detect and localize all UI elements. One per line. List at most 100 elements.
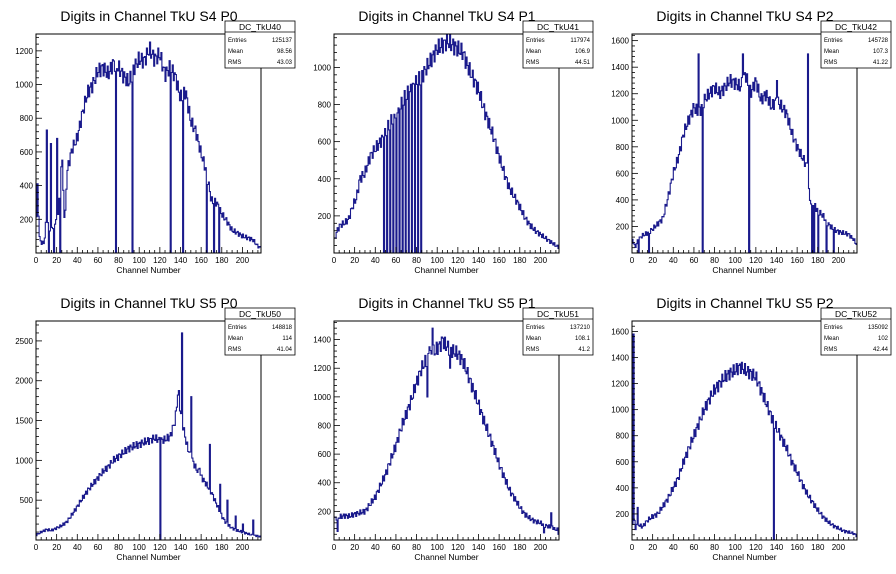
stats-value-entries: 148818 [272,325,293,331]
y-tick-label: 400 [616,484,630,493]
stats-label-rms: RMS [824,60,837,66]
stats-box [522,20,594,69]
stats-box [522,307,594,356]
histogram-s4-p2: Digits in Channel TkU S4 P2 0 20 40 60 80 100 1… [611,8,892,275]
y-tick-label: 1200 [15,47,33,56]
y-tick-label: 200 [616,222,630,231]
panel-tku-s5-p1: Digits in Channel TkU S5 P1 0 20 40 60 80 100 1… [298,287,596,574]
panel-tku-s5-p2: Digits in Channel TkU S5 P2 0 20 40 60 80 100 1… [596,287,894,574]
y-tick-label: 400 [318,175,332,184]
y-tick-label: 800 [318,421,332,430]
x-tick-label: 100 [729,543,743,552]
x-tick-label: 40 [669,256,678,265]
y-tick-label: 600 [318,450,332,459]
histogram-s4-p0: Digits in Channel TkU S4 P0 0 20 40 60 80 100 1… [15,8,296,275]
x-tick-label: 20 [648,543,657,552]
x-tick-label: 140 [472,256,486,265]
x-tick-label: 20 [350,256,359,265]
stats-value-entries: 117974 [570,38,590,44]
stats-label-rms: RMS [526,60,539,66]
stats-name: DC_TkU41 [537,22,579,32]
y-tick-label: 1000 [611,406,629,415]
y-tick-label: 1600 [611,327,629,336]
x-tick-label: 80 [114,543,123,552]
x-tick-label: 200 [832,543,846,552]
stats-value-rms: 43.03 [277,60,293,66]
stats-value-rms: 41.2 [578,347,590,353]
x-tick-label: 60 [391,543,400,552]
x-tick-label: 200 [534,543,548,552]
x-tick-label: 160 [790,543,804,552]
x-tick-label: 160 [790,256,804,265]
x-tick-label: 40 [73,543,82,552]
y-tick-label: 2000 [15,377,33,386]
y-tick-label: 800 [318,101,332,110]
panel-tku-s5-p0: Digits in Channel TkU S5 P0 0 20 40 60 80 100 1… [0,287,298,574]
y-tick-label: 200 [318,212,332,221]
y-tick-label: 1400 [313,336,331,345]
stats-box [820,307,892,356]
stats-label-rms: RMS [228,60,241,66]
x-tick-label: 20 [52,256,61,265]
x-tick-label: 180 [215,543,229,552]
x-tick-label: 60 [689,543,698,552]
chart-title: Digits in Channel TkU S4 P1 [358,8,535,24]
x-tick-label: 60 [93,256,102,265]
stats-name: DC_TkU42 [835,22,877,32]
histogram-s5-p1: Digits in Channel TkU S5 P1 0 20 40 60 80 100 1… [313,295,594,562]
x-tick-label: 80 [710,543,719,552]
stats-label-entries: Entries [824,38,843,44]
x-tick-label: 100 [431,543,445,552]
x-tick-label: 100 [431,256,445,265]
x-tick-label: 160 [492,543,506,552]
chart-title: Digits in Channel TkU S5 P0 [60,295,237,311]
plot-frame [333,320,560,541]
x-tick-label: 140 [174,256,188,265]
x-tick-label: 80 [412,256,421,265]
y-tick-label: 200 [20,215,34,224]
x-axis-label: Channel Number [712,552,776,562]
x-tick-label: 140 [472,543,486,552]
x-tick-label: 60 [689,256,698,265]
stats-label-entries: Entries [824,325,843,331]
stats-name: DC_TkU51 [537,309,579,319]
x-tick-label: 20 [52,543,61,552]
x-tick-label: 160 [194,256,208,265]
stats-label-rms: RMS [526,347,539,353]
x-tick-label: 120 [749,543,763,552]
histogram-s5-p0: Digits in Channel TkU S5 P0 0 20 40 60 80 100 1… [15,295,296,562]
stats-label-mean: Mean [526,336,541,342]
y-tick-label: 1400 [611,63,629,72]
stats-value-mean: 98.56 [277,49,293,55]
stats-label-entries: Entries [526,38,545,44]
stats-name: DC_TkU40 [239,22,281,32]
y-tick-label: 1000 [15,456,33,465]
x-tick-label: 60 [93,543,102,552]
x-tick-label: 180 [513,543,527,552]
histogram-series-0 [632,53,857,254]
stats-label-entries: Entries [228,38,247,44]
x-tick-label: 0 [332,543,337,552]
y-tick-label: 800 [20,114,34,123]
stats-label-mean: Mean [824,49,839,55]
stats-value-rms: 44.51 [575,60,591,66]
panel-tku-s4-p2: Digits in Channel TkU S4 P2 0 20 40 60 80 100 1… [596,0,894,287]
x-tick-label: 120 [451,543,465,552]
x-axis-label: Channel Number [414,265,478,275]
y-tick-label: 200 [616,510,630,519]
stats-value-mean: 108.1 [575,336,591,342]
x-tick-label: 100 [133,543,147,552]
stats-value-mean: 102 [878,336,889,342]
plot-frame [333,33,560,254]
x-tick-label: 0 [332,256,337,265]
histogram-series-0 [334,327,559,535]
stats-value-entries: 137210 [570,325,591,331]
x-tick-label: 140 [174,543,188,552]
x-axis-label: Channel Number [712,265,776,275]
stats-label-mean: Mean [228,49,243,55]
chart-title: Digits in Channel TkU S5 P1 [358,295,535,311]
stats-value-mean: 106.9 [575,49,591,55]
y-tick-label: 1600 [611,37,629,46]
y-tick-label: 600 [616,169,630,178]
